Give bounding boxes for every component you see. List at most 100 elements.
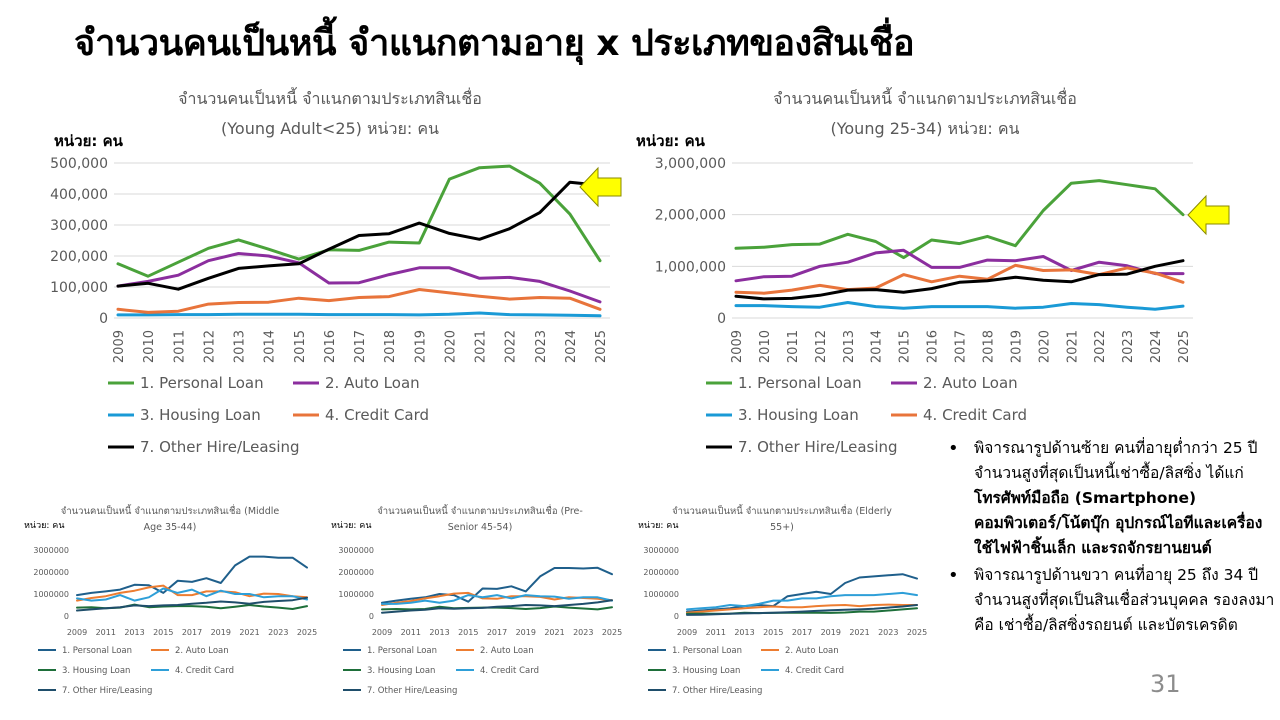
y-tick-label: 1000000 — [338, 590, 374, 599]
y-tick-label: 3000000 — [338, 546, 374, 555]
x-tick-label: 2024 — [564, 330, 579, 363]
chart-title-line-2: Age 35-44) — [144, 522, 197, 533]
legend-label-4: 4. Credit Card — [325, 406, 429, 424]
y-tick-label: 300,000 — [50, 218, 108, 234]
series-line-1 — [734, 179, 1185, 260]
legend-label-3: 3. Housing Loan — [367, 666, 435, 676]
series-line-4 — [734, 263, 1185, 295]
slide-title: จำนวนคนเป็นหนี้ จำแนกตามอายุ x ประเภทของ… — [74, 23, 915, 64]
chart-elderly: จำนวนคนเป็นหนี้ จำแนกตามประเภทสินเชื่อ (… — [630, 495, 935, 710]
y-tick-label: 1000000 — [33, 590, 69, 599]
y-tick-label: 200,000 — [50, 249, 108, 265]
x-tick-label: 2009 — [112, 330, 127, 363]
x-tick-label: 2018 — [383, 330, 398, 363]
x-tick-label: 2011 — [706, 628, 726, 637]
chart-title-line-2: (Young Adult<25) หน่วย: คน — [221, 119, 439, 138]
chart-title-line-1: จำนวนคนเป็นหนี้ จำแนกตามประเภทสินเชื่อ (… — [672, 504, 892, 517]
x-tick-label: 2012 — [202, 330, 217, 363]
x-tick-label: 2025 — [602, 628, 622, 637]
chart-elderly-svg: จำนวนคนเป็นหนี้ จำแนกตามประเภทสินเชื่อ (… — [638, 504, 927, 696]
x-tick-label: 2009 — [67, 628, 87, 637]
y-tick-label: 500,000 — [50, 156, 108, 172]
x-tick-label: 2019 — [1009, 330, 1024, 363]
y-tick-label: 3000000 — [33, 546, 69, 555]
arrow-left-shape-2 — [1187, 194, 1230, 236]
x-tick-label: 2020 — [1037, 330, 1052, 363]
x-tick-label: 2013 — [842, 330, 857, 363]
arrow-left-icon-2 — [1187, 194, 1230, 236]
bullet-notes: พิจารณารูปด้านซ้าย คนที่อายุต่ำกว่า 25 ป… — [948, 436, 1278, 640]
legend-label-1: 1. Personal Loan — [672, 646, 742, 656]
x-tick-label: 2021 — [474, 330, 489, 363]
legend-label-3: 3. Housing Loan — [140, 406, 261, 424]
x-tick-label: 2009 — [730, 330, 745, 363]
x-tick-label: 2010 — [142, 330, 157, 363]
legend-label-4: 4. Credit Card — [785, 666, 844, 676]
y-tick-label: 2000000 — [33, 568, 69, 577]
chart-young-adult: จำนวนคนเป็นหนี้ จำแนกตามประเภทสินเชื่อ (Y… — [40, 80, 630, 470]
x-tick-label: 2025 — [594, 330, 609, 363]
series-line-5 — [381, 599, 613, 614]
y-tick-label: 100,000 — [50, 280, 108, 296]
legend-label-1: 1. Personal Loan — [738, 374, 862, 392]
y-tick-label: 2,000,000 — [655, 208, 726, 224]
legend-label-5: 7. Other Hire/Leasing — [672, 686, 762, 696]
chart-title-line-1: จำนวนคนเป็นหนี้ จำแนกตามประเภทสินเชื่อ (… — [377, 504, 583, 517]
x-tick-label: 2024 — [1149, 330, 1164, 363]
x-tick-label: 2013 — [734, 628, 754, 637]
x-tick-label: 2019 — [516, 628, 536, 637]
arrow-left-shape — [579, 166, 622, 208]
x-tick-label: 2014 — [870, 330, 885, 363]
x-tick-label: 2011 — [172, 330, 187, 363]
x-tick-label: 2017 — [792, 628, 812, 637]
legend-label-3: 3. Housing Loan — [672, 666, 740, 676]
x-tick-label: 2011 — [401, 628, 421, 637]
x-tick-label: 2020 — [443, 330, 458, 363]
page-number: 31 — [1150, 670, 1181, 698]
chart-young-25-34: จำนวนคนเป็นหนี้ จำแนกตามประเภทสินเชื่อ (Y… — [628, 80, 1228, 470]
y-tick-label: 1,000,000 — [655, 259, 726, 275]
chart-title-line-1: จำนวนคนเป็นหนี้ จำแนกตามประเภทสินเชื่อ (… — [61, 504, 280, 517]
x-tick-label: 2009 — [677, 628, 697, 637]
x-tick-label: 2016 — [926, 330, 941, 363]
legend-label-4: 4. Credit Card — [923, 406, 1027, 424]
y-tick-label: 0 — [674, 612, 679, 621]
chart-pre-senior-svg: จำนวนคนเป็นหนี้ จำแนกตามประเภทสินเชื่อ (… — [331, 504, 622, 696]
legend-label-1: 1. Personal Loan — [140, 374, 264, 392]
legend-label-2: 2. Auto Loan — [325, 374, 420, 392]
x-tick-label: 2021 — [544, 628, 564, 637]
x-tick-label: 2023 — [573, 628, 593, 637]
x-tick-label: 2019 — [413, 330, 428, 363]
arrow-left-icon — [579, 166, 622, 208]
x-tick-label: 2017 — [182, 628, 202, 637]
series-line-2 — [116, 252, 602, 304]
series-line-2 — [76, 584, 308, 602]
chart-young-25-34-svg: จำนวนคนเป็นหนี้ จำแนกตามประเภทสินเชื่อ (Y… — [636, 87, 1193, 456]
x-tick-label: 2023 — [268, 628, 288, 637]
series-line-4 — [381, 594, 613, 605]
y-tick-label: 2000000 — [338, 568, 374, 577]
bullet-text-1: พิจารณารูปด้านซ้าย คนที่อายุต่ำกว่า 25 ป… — [974, 439, 1258, 482]
legend-label-2: 2. Auto Loan — [785, 646, 839, 656]
x-tick-label: 2022 — [1093, 330, 1108, 363]
x-tick-label: 2019 — [211, 628, 231, 637]
x-tick-label: 2012 — [814, 330, 829, 363]
y-tick-label: 400,000 — [50, 187, 108, 203]
y-tick-label: 2000000 — [643, 568, 679, 577]
series-line-5 — [76, 596, 308, 612]
series-line-2 — [686, 603, 918, 614]
x-tick-label: 2015 — [898, 330, 913, 363]
x-tick-label: 2014 — [263, 330, 278, 363]
chart-pre-senior: จำนวนคนเป็นหนี้ จำแนกตามประเภทสินเชื่อ (… — [325, 495, 630, 710]
x-tick-label: 2016 — [323, 330, 338, 363]
series-line-1 — [686, 573, 918, 613]
chart-title-line-2: 55+) — [770, 522, 794, 533]
x-tick-label: 2017 — [487, 628, 507, 637]
x-tick-label: 2023 — [1121, 330, 1136, 363]
x-tick-label: 2025 — [297, 628, 317, 637]
series-line-2 — [734, 248, 1185, 283]
x-tick-label: 2013 — [429, 628, 449, 637]
chart-title-line-2: Senior 45-54) — [448, 522, 513, 533]
x-tick-label: 2018 — [981, 330, 996, 363]
series-line-5 — [686, 604, 918, 616]
